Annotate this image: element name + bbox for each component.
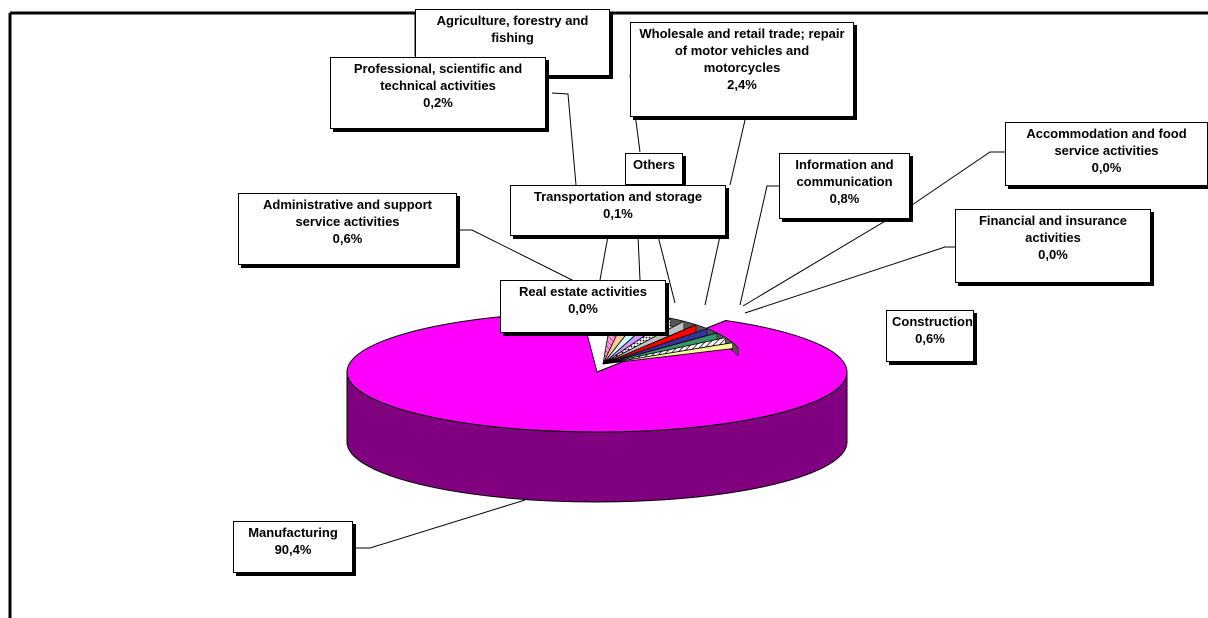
slice-value: 0,8% (829, 191, 860, 207)
slice-name: Manufacturing (248, 525, 338, 540)
slice-label-accommodation: Accommodation and food service activitie… (1005, 122, 1208, 186)
slice-name: Agriculture, forestry and fishing (436, 13, 589, 46)
slice-name: Professional, scientific and technical a… (353, 61, 523, 94)
leader-line-5 (739, 185, 779, 306)
slice-label-construction: Construction 0,6% (886, 310, 974, 362)
slice-label-financial: Financial and insurance activities 0,0% (955, 209, 1151, 283)
leader-line-12 (353, 499, 526, 549)
slice-value: 0,0% (568, 301, 598, 317)
slice-value: 2,4% (727, 77, 757, 93)
slice-label-others: Others (625, 153, 683, 185)
slice-label-information: Information and communication 0,8% (779, 153, 910, 219)
leader-line-10 (744, 246, 955, 314)
slice-name: Administrative and support service activ… (262, 197, 433, 230)
leader-line-8 (637, 235, 641, 281)
slice-value: 0,0% (1038, 247, 1068, 263)
slice-value: 0,6% (915, 331, 945, 347)
slice-label-real-estate: Real estate activities 0,0% (500, 280, 666, 333)
leader-line-9 (657, 235, 676, 304)
slice-value: 0,2% (423, 95, 453, 111)
slice-value: 0,0% (1091, 160, 1122, 176)
slice-value: 0,6% (332, 231, 363, 247)
slice-value: 90,4% (274, 542, 312, 558)
leader-line-4 (742, 151, 1005, 307)
leader-line-1 (551, 92, 577, 186)
slice-value: 0,1% (603, 206, 633, 222)
leader-line-11 (704, 235, 721, 306)
slice-name: Accommodation and food service activitie… (1026, 126, 1187, 159)
leader-line-7 (599, 235, 609, 281)
leader-line-3 (729, 119, 746, 186)
leader-line-6 (457, 229, 593, 291)
slice-name: Financial and insurance activities (978, 213, 1128, 246)
slice-name: Wholesale and retail trade; repair of mo… (639, 26, 845, 76)
slice-label-administrative: Administrative and support service activ… (238, 193, 457, 265)
slice-name: Transportation and storage (533, 189, 703, 204)
slice-label-transportation: Transportation and storage 0,1% (510, 185, 726, 236)
slice-name: Others (633, 157, 675, 172)
slice-label-professional: Professional, scientific and technical a… (330, 57, 546, 129)
slice-name: Real estate activities (519, 284, 647, 299)
slice-name: Construction (892, 314, 973, 329)
slice-label-manufacturing: Manufacturing 90,4% (233, 521, 353, 573)
slice-label-wholesale: Wholesale and retail trade; repair of mo… (630, 22, 854, 117)
slice-side-10 (732, 342, 739, 357)
slice-name: Information and communication (795, 157, 894, 190)
